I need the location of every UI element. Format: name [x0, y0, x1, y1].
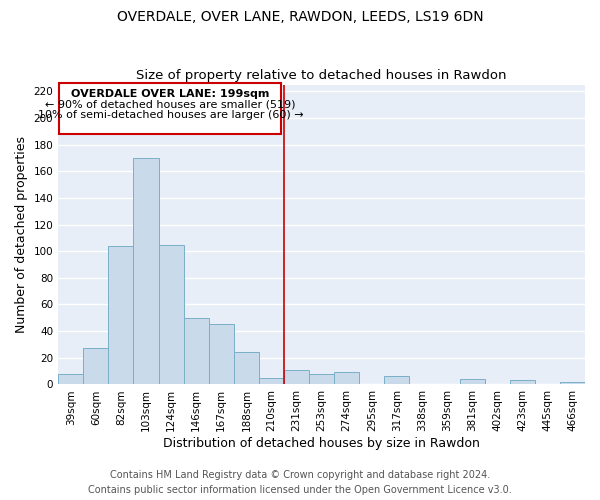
Bar	[109, 246, 133, 384]
Bar	[58, 374, 83, 384]
Bar	[83, 348, 109, 384]
Bar	[510, 380, 535, 384]
X-axis label: Distribution of detached houses by size in Rawdon: Distribution of detached houses by size …	[163, 437, 480, 450]
Bar	[234, 352, 259, 384]
FancyBboxPatch shape	[59, 83, 281, 134]
Bar	[158, 244, 184, 384]
Text: Contains HM Land Registry data © Crown copyright and database right 2024.: Contains HM Land Registry data © Crown c…	[110, 470, 490, 480]
Bar	[284, 370, 309, 384]
Text: Contains public sector information licensed under the Open Government Licence v3: Contains public sector information licen…	[88, 485, 512, 495]
Bar	[460, 379, 485, 384]
Bar	[259, 378, 284, 384]
Text: 10% of semi-detached houses are larger (60) →: 10% of semi-detached houses are larger (…	[38, 110, 303, 120]
Bar	[184, 318, 209, 384]
Text: OVERDALE OVER LANE: 199sqm: OVERDALE OVER LANE: 199sqm	[71, 88, 269, 99]
Bar	[309, 374, 334, 384]
Bar	[385, 376, 409, 384]
Bar	[133, 158, 158, 384]
Bar	[560, 382, 585, 384]
Y-axis label: Number of detached properties: Number of detached properties	[15, 136, 28, 333]
Text: OVERDALE, OVER LANE, RAWDON, LEEDS, LS19 6DN: OVERDALE, OVER LANE, RAWDON, LEEDS, LS19…	[116, 10, 484, 24]
Bar	[334, 372, 359, 384]
Title: Size of property relative to detached houses in Rawdon: Size of property relative to detached ho…	[136, 69, 507, 82]
Text: ← 90% of detached houses are smaller (519): ← 90% of detached houses are smaller (51…	[45, 99, 296, 109]
Bar	[209, 324, 234, 384]
